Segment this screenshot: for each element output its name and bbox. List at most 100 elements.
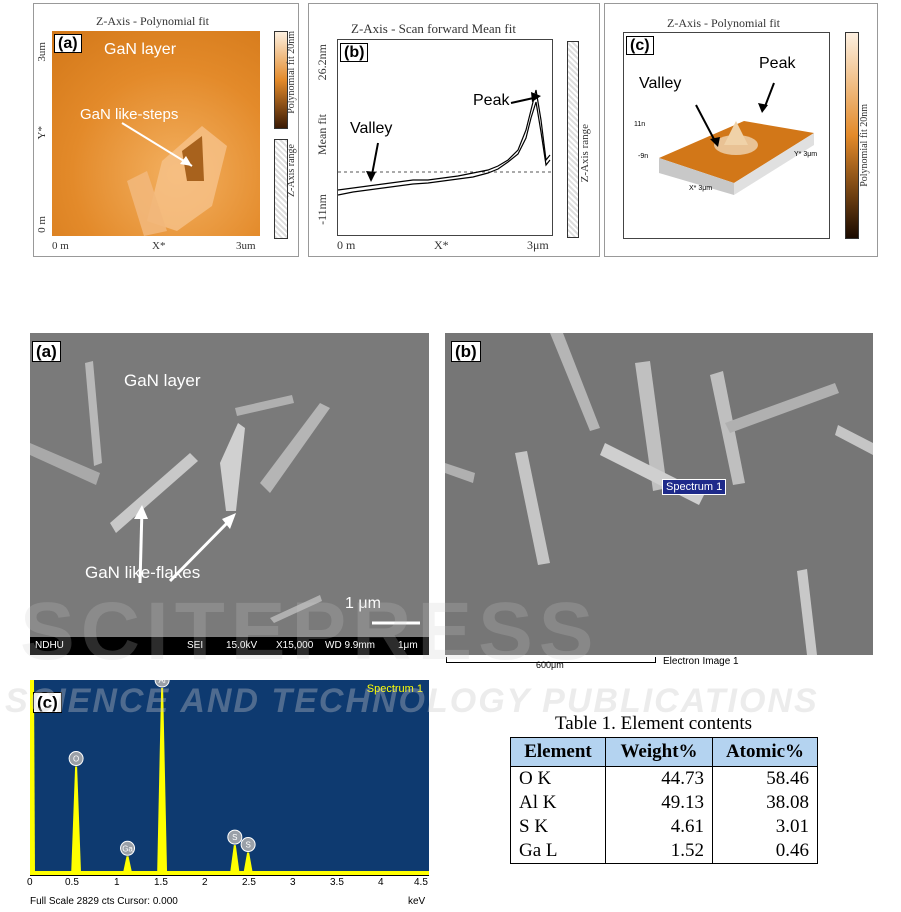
afm-a-cbar-label: Polynomial fit 20nm bbox=[286, 31, 297, 114]
afm-c-cbar-label: Polynomial fit 20nm bbox=[859, 104, 870, 187]
afm-panel-b: Z-Axis - Scan forward Mean fit (b) Valle… bbox=[308, 3, 600, 257]
afm-c-y-axis: Y* 3μm bbox=[794, 151, 818, 158]
afm-b-zrange-bar bbox=[567, 41, 579, 238]
sem-a-kv: 15.0kV bbox=[226, 640, 258, 651]
cell-element: O K bbox=[510, 766, 606, 791]
afm-a-steps-text: GaN like-steps bbox=[80, 106, 179, 123]
eds-peak-marker bbox=[240, 837, 256, 853]
sem-b-image-text: Electron Image 1 bbox=[663, 656, 739, 667]
sem-a-flakes-text: GaN like-flakes bbox=[85, 563, 201, 582]
eds-axis bbox=[30, 875, 429, 890]
afm-a-y-top: 3um bbox=[36, 42, 48, 62]
afm-c-ztop: 11n bbox=[634, 121, 646, 128]
afm-a-colorbar bbox=[274, 31, 288, 129]
afm-c-surface bbox=[659, 82, 814, 195]
afm-a-y-axis: Y* bbox=[36, 126, 48, 140]
cell-element: Ga L bbox=[510, 839, 606, 864]
sem-a-bar: 1μm bbox=[398, 640, 418, 651]
element-table-wrap: Element Weight% Atomic% O K 44.73 58.46 … bbox=[510, 737, 818, 864]
table-row: O K 44.73 58.46 bbox=[510, 766, 818, 791]
eds-peak-o bbox=[71, 766, 82, 875]
watermark-line1: SCITEPRESS bbox=[20, 586, 600, 677]
eds-peak-label: Ga bbox=[122, 844, 133, 853]
eds-spectrum-svg: O Ga Al SS bbox=[30, 672, 429, 875]
afm-a-x-left: 0 m bbox=[52, 240, 69, 252]
eds-peak-marker bbox=[227, 829, 243, 845]
sem-a-scale-text: 1 μm bbox=[345, 595, 381, 612]
afm-a-steps-shape bbox=[121, 122, 227, 236]
sem-a-mode: SEI bbox=[187, 640, 204, 651]
cell-atomic: 58.46 bbox=[712, 766, 818, 791]
afm-b-plot: (b) Valley Peak bbox=[337, 39, 553, 236]
afm-a-title: Z-Axis - Polynomial fit bbox=[96, 14, 209, 28]
afm-c-label: (c) bbox=[626, 35, 654, 57]
afm-panel-a: Z-Axis - Polynomial fit (a) GaN layer Ga… bbox=[33, 3, 299, 257]
afm-c-title: Z-Axis - Polynomial fit bbox=[667, 16, 780, 30]
eds-peak-s bbox=[243, 852, 254, 875]
sem-a-footer: NDHU SEI 15.0kV X15,000 WD 9.9mm 1μm bbox=[30, 637, 429, 655]
afm-a-zrange-bar bbox=[274, 139, 288, 239]
eds-tick-9: 4.5 bbox=[414, 877, 428, 888]
cell-weight: 4.61 bbox=[605, 815, 713, 839]
afm-a-x-right: 3um bbox=[236, 240, 256, 252]
eds-tick-3: 1.5 bbox=[154, 877, 168, 888]
afm-b-label: (b) bbox=[340, 42, 369, 64]
eds-peak-ga bbox=[122, 856, 133, 875]
table-row: Al K 49.13 38.08 bbox=[510, 791, 818, 815]
eds-tick-4: 2 bbox=[202, 877, 208, 888]
sem-b-label: (b) bbox=[451, 341, 481, 363]
afm-b-x-mid: X* bbox=[434, 238, 449, 252]
afm-c-x-axis: X* 3μm bbox=[689, 185, 713, 192]
afm-b-title: Z-Axis - Scan forward Mean fit bbox=[351, 21, 516, 36]
afm-a-layer-text: GaN layer bbox=[104, 41, 177, 58]
sem-b-scale-text: 600μm bbox=[536, 660, 564, 670]
eds-tick-2: 1 bbox=[114, 877, 120, 888]
table-row: S K 4.61 3.01 bbox=[510, 815, 818, 839]
afm-b-profile bbox=[337, 89, 552, 196]
sem-a-mag: X15,000 bbox=[276, 640, 314, 651]
sem-a-wd: WD 9.9mm bbox=[325, 640, 375, 651]
table-caption: Table 1. Element contents bbox=[555, 713, 753, 734]
eds-baseline bbox=[30, 871, 429, 875]
afm-c-colorbar bbox=[845, 32, 859, 239]
afm-a-image: (a) GaN layer GaN like-steps bbox=[52, 31, 260, 236]
table-row: Ga L 1.52 0.46 bbox=[510, 839, 818, 864]
element-table: Element Weight% Atomic% O K 44.73 58.46 … bbox=[510, 737, 818, 864]
eds-panel: O Ga Al S S Spectrum 1 (c) bbox=[30, 672, 429, 875]
afm-a-label: (a) bbox=[54, 33, 82, 55]
afm-b-valley-text: Valley bbox=[350, 120, 393, 137]
eds-unit: keV bbox=[408, 896, 426, 907]
eds-peak-al bbox=[157, 688, 168, 875]
eds-spectrum-title: Spectrum 1 bbox=[366, 683, 423, 695]
afm-b-ytop: 26.2nm bbox=[315, 44, 329, 81]
afm-b-peak-text: Peak bbox=[473, 92, 510, 109]
eds-tick-1: 0.5 bbox=[65, 877, 79, 888]
afm-c-zbot: -9n bbox=[638, 153, 649, 160]
cell-element: S K bbox=[510, 815, 606, 839]
eds-peak-label: S bbox=[245, 841, 250, 850]
sem-a-layer-text: GaN layer bbox=[124, 371, 201, 390]
eds-peak-marker bbox=[68, 751, 84, 767]
sem-b-spectrum-tag[interactable]: Spectrum 1 bbox=[662, 479, 727, 495]
afm-c-plot: (c) Valley Peak 11n -9n X* 3μm Y* 3μm bbox=[623, 32, 830, 239]
cell-atomic: 0.46 bbox=[712, 839, 818, 864]
cell-weight: 44.73 bbox=[605, 766, 713, 791]
cell-atomic: 3.01 bbox=[712, 815, 818, 839]
cell-element: Al K bbox=[510, 791, 606, 815]
afm-b-ybot: -11nm bbox=[315, 194, 329, 225]
afm-panel-c: Z-Axis - Polynomial fit (c) Valley Peak … bbox=[604, 3, 878, 257]
afm-a-x-mid: X* bbox=[152, 240, 166, 252]
eds-tick-7: 3.5 bbox=[330, 877, 344, 888]
sem-a-label: (a) bbox=[32, 341, 61, 363]
eds-tick-5: 2.5 bbox=[242, 877, 256, 888]
eds-peak-s bbox=[229, 845, 240, 875]
afm-a-y-bot: 0 m bbox=[36, 216, 48, 233]
afm-b-x-right: 3μm bbox=[527, 238, 549, 252]
header-element: Element bbox=[510, 737, 606, 767]
eds-footer: Full Scale 2829 cts Cursor: 0.000 bbox=[30, 896, 178, 907]
afm-b-ylabel: Mean fit bbox=[315, 114, 329, 155]
sem-a-inst: NDHU bbox=[35, 640, 64, 651]
sem-panel-a: (a) GaN layer GaN like-flakes 1 μm NDHU … bbox=[30, 333, 429, 655]
sem-b-flakes bbox=[445, 333, 873, 655]
